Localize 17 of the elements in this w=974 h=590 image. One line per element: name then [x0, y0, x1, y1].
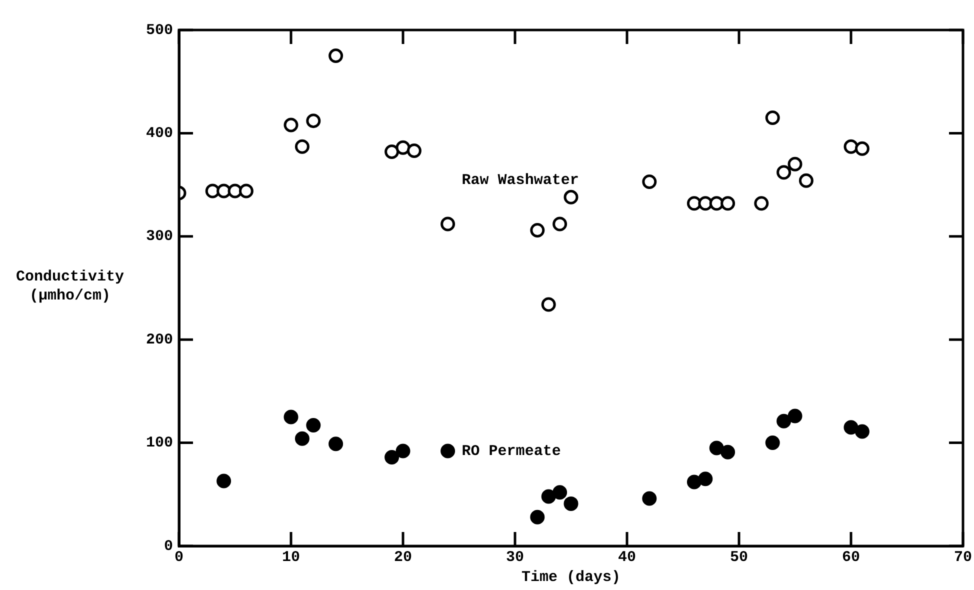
x-tick-label: 10	[282, 548, 300, 566]
x-tick-label: 30	[506, 548, 524, 566]
x-tick-label: 70	[954, 548, 972, 566]
y-tick-label: 500	[146, 22, 174, 39]
y-tick-label: 100	[146, 434, 174, 452]
x-tick-label: 20	[394, 548, 412, 566]
x-tick-label: 40	[618, 548, 636, 566]
series-label: RO Permeate	[462, 442, 561, 460]
y-tick-label: 0	[164, 538, 174, 555]
y-tick-label: 300	[146, 228, 174, 246]
y-tick-label: 400	[146, 124, 174, 142]
x-tick-label: 60	[842, 548, 860, 566]
x-axis-title: Time (days)	[521, 568, 621, 586]
y-tick-label: 200	[146, 331, 174, 348]
series-label: Raw Washwater	[462, 172, 579, 189]
y-axis-title: Conductivity (μmho/cm)	[16, 268, 124, 304]
x-tick-label: 50	[730, 548, 748, 566]
